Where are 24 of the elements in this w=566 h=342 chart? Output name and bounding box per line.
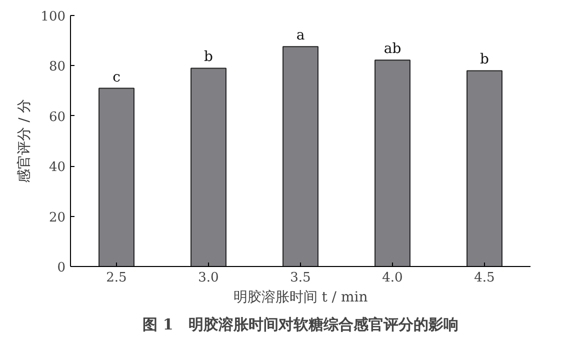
x-tick-label: 3.0 [198, 270, 219, 286]
y-tick-label: 80 [48, 60, 66, 75]
y-tick-label: 20 [48, 210, 66, 226]
x-tick-label: 3.5 [290, 270, 311, 286]
text: 图 1 明胶溶胀时间对软糖综合感官评分的影响 [142, 316, 458, 334]
y-tick-label: 60 [48, 110, 66, 125]
x-tick-label: 4.5 [474, 270, 495, 286]
annotation: c [112, 69, 121, 86]
annotation: a [296, 28, 305, 44]
y-tick-label: 100 [40, 10, 66, 24]
bar [466, 70, 502, 266]
bar [374, 60, 410, 266]
annotation: ab [384, 41, 402, 58]
bar [98, 88, 134, 266]
x-tick-label: 2.5 [106, 270, 127, 286]
annotation: b [480, 52, 490, 68]
y-tick-label: 0 [57, 260, 66, 276]
y-axis-title: 感官评分 / 分 [16, 99, 33, 183]
y-tick-label: 40 [48, 160, 66, 176]
x-axis-title: 明胶溶胀时间 t / min [233, 290, 368, 306]
bar [282, 46, 318, 266]
x-tick-label: 4.0 [382, 270, 403, 286]
bar [190, 68, 226, 266]
annotation: b [204, 49, 214, 66]
